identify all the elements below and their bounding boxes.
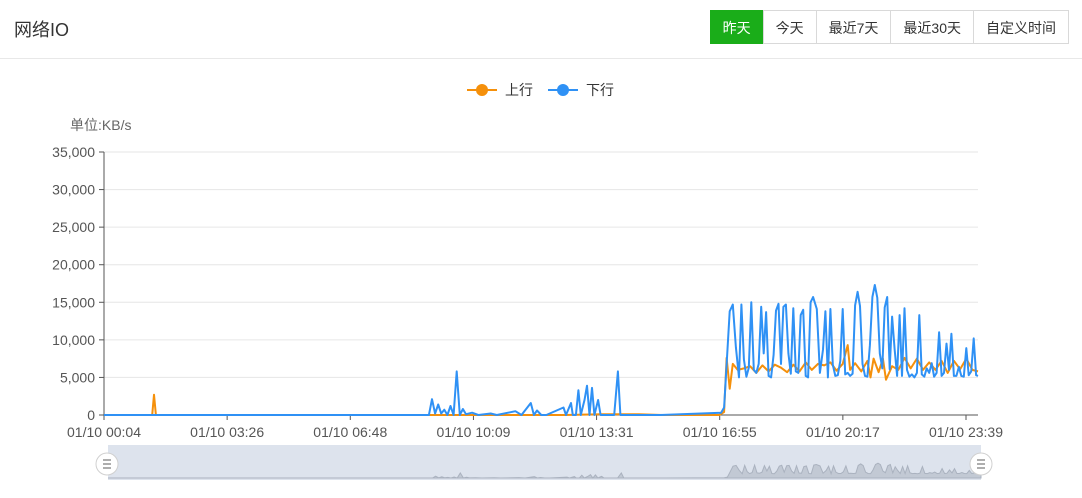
x-tick-label: 01/10 23:39 bbox=[929, 424, 1003, 440]
series-download-line bbox=[104, 284, 979, 416]
y-tick-label: 5,000 bbox=[60, 369, 95, 385]
data-zoom-right-handle[interactable] bbox=[969, 452, 993, 476]
today-button[interactable]: 今天 bbox=[762, 10, 817, 44]
panel-header: 网络IO 昨天 今天 最近7天 最近30天 自定义时间 bbox=[0, 0, 1082, 59]
y-axis-unit-label: 单位:KB/s bbox=[70, 117, 131, 133]
grid-lines bbox=[104, 151, 978, 378]
x-tick-label: 01/10 20:17 bbox=[806, 424, 880, 440]
legend-item-download[interactable]: 下行 bbox=[548, 82, 614, 98]
y-tick-label: 30,000 bbox=[52, 182, 95, 198]
data-zoom-preview bbox=[108, 462, 982, 479]
data-zoom-slider[interactable] bbox=[95, 445, 993, 480]
y-tick-label: 10,000 bbox=[52, 332, 95, 348]
y-axis-ticks: 35,000 30,000 25,000 20,000 15,000 10,000 5,00… bbox=[52, 144, 104, 423]
y-tick-label: 0 bbox=[87, 407, 95, 423]
legend-upload-label: 上行 bbox=[505, 82, 533, 98]
custom-time-button[interactable]: 自定义时间 bbox=[973, 10, 1069, 44]
x-tick-label: 01/10 00:04 bbox=[67, 424, 141, 440]
x-tick-label: 01/10 10:09 bbox=[436, 424, 510, 440]
x-tick-label: 01/10 06:48 bbox=[313, 424, 387, 440]
x-axis-ticks: 01/10 00:04 01/10 03:26 01/10 06:48 01/10 1… bbox=[67, 415, 1003, 440]
y-tick-label: 25,000 bbox=[52, 219, 95, 235]
panel-title: 网络IO bbox=[14, 20, 70, 40]
y-tick-label: 35,000 bbox=[52, 144, 95, 160]
x-tick-label: 01/10 03:26 bbox=[190, 424, 264, 440]
legend-download-label: 下行 bbox=[586, 82, 614, 98]
chart-series bbox=[104, 284, 979, 416]
series-upload-line bbox=[104, 344, 979, 416]
legend-upload-marker bbox=[476, 84, 488, 96]
y-tick-label: 15,000 bbox=[52, 294, 95, 310]
chart-legend[interactable]: 上行 下行 bbox=[467, 82, 614, 98]
last-30-days-button[interactable]: 最近30天 bbox=[890, 10, 974, 44]
y-tick-label: 20,000 bbox=[52, 257, 95, 273]
legend-item-upload[interactable]: 上行 bbox=[467, 82, 533, 98]
legend-download-marker bbox=[557, 84, 569, 96]
x-tick-label: 01/10 13:31 bbox=[560, 424, 634, 440]
x-tick-label: 01/10 16:55 bbox=[683, 424, 757, 440]
data-zoom-left-handle[interactable] bbox=[95, 452, 119, 476]
time-range-buttons: 昨天 今天 最近7天 最近30天 自定义时间 bbox=[709, 10, 1069, 44]
